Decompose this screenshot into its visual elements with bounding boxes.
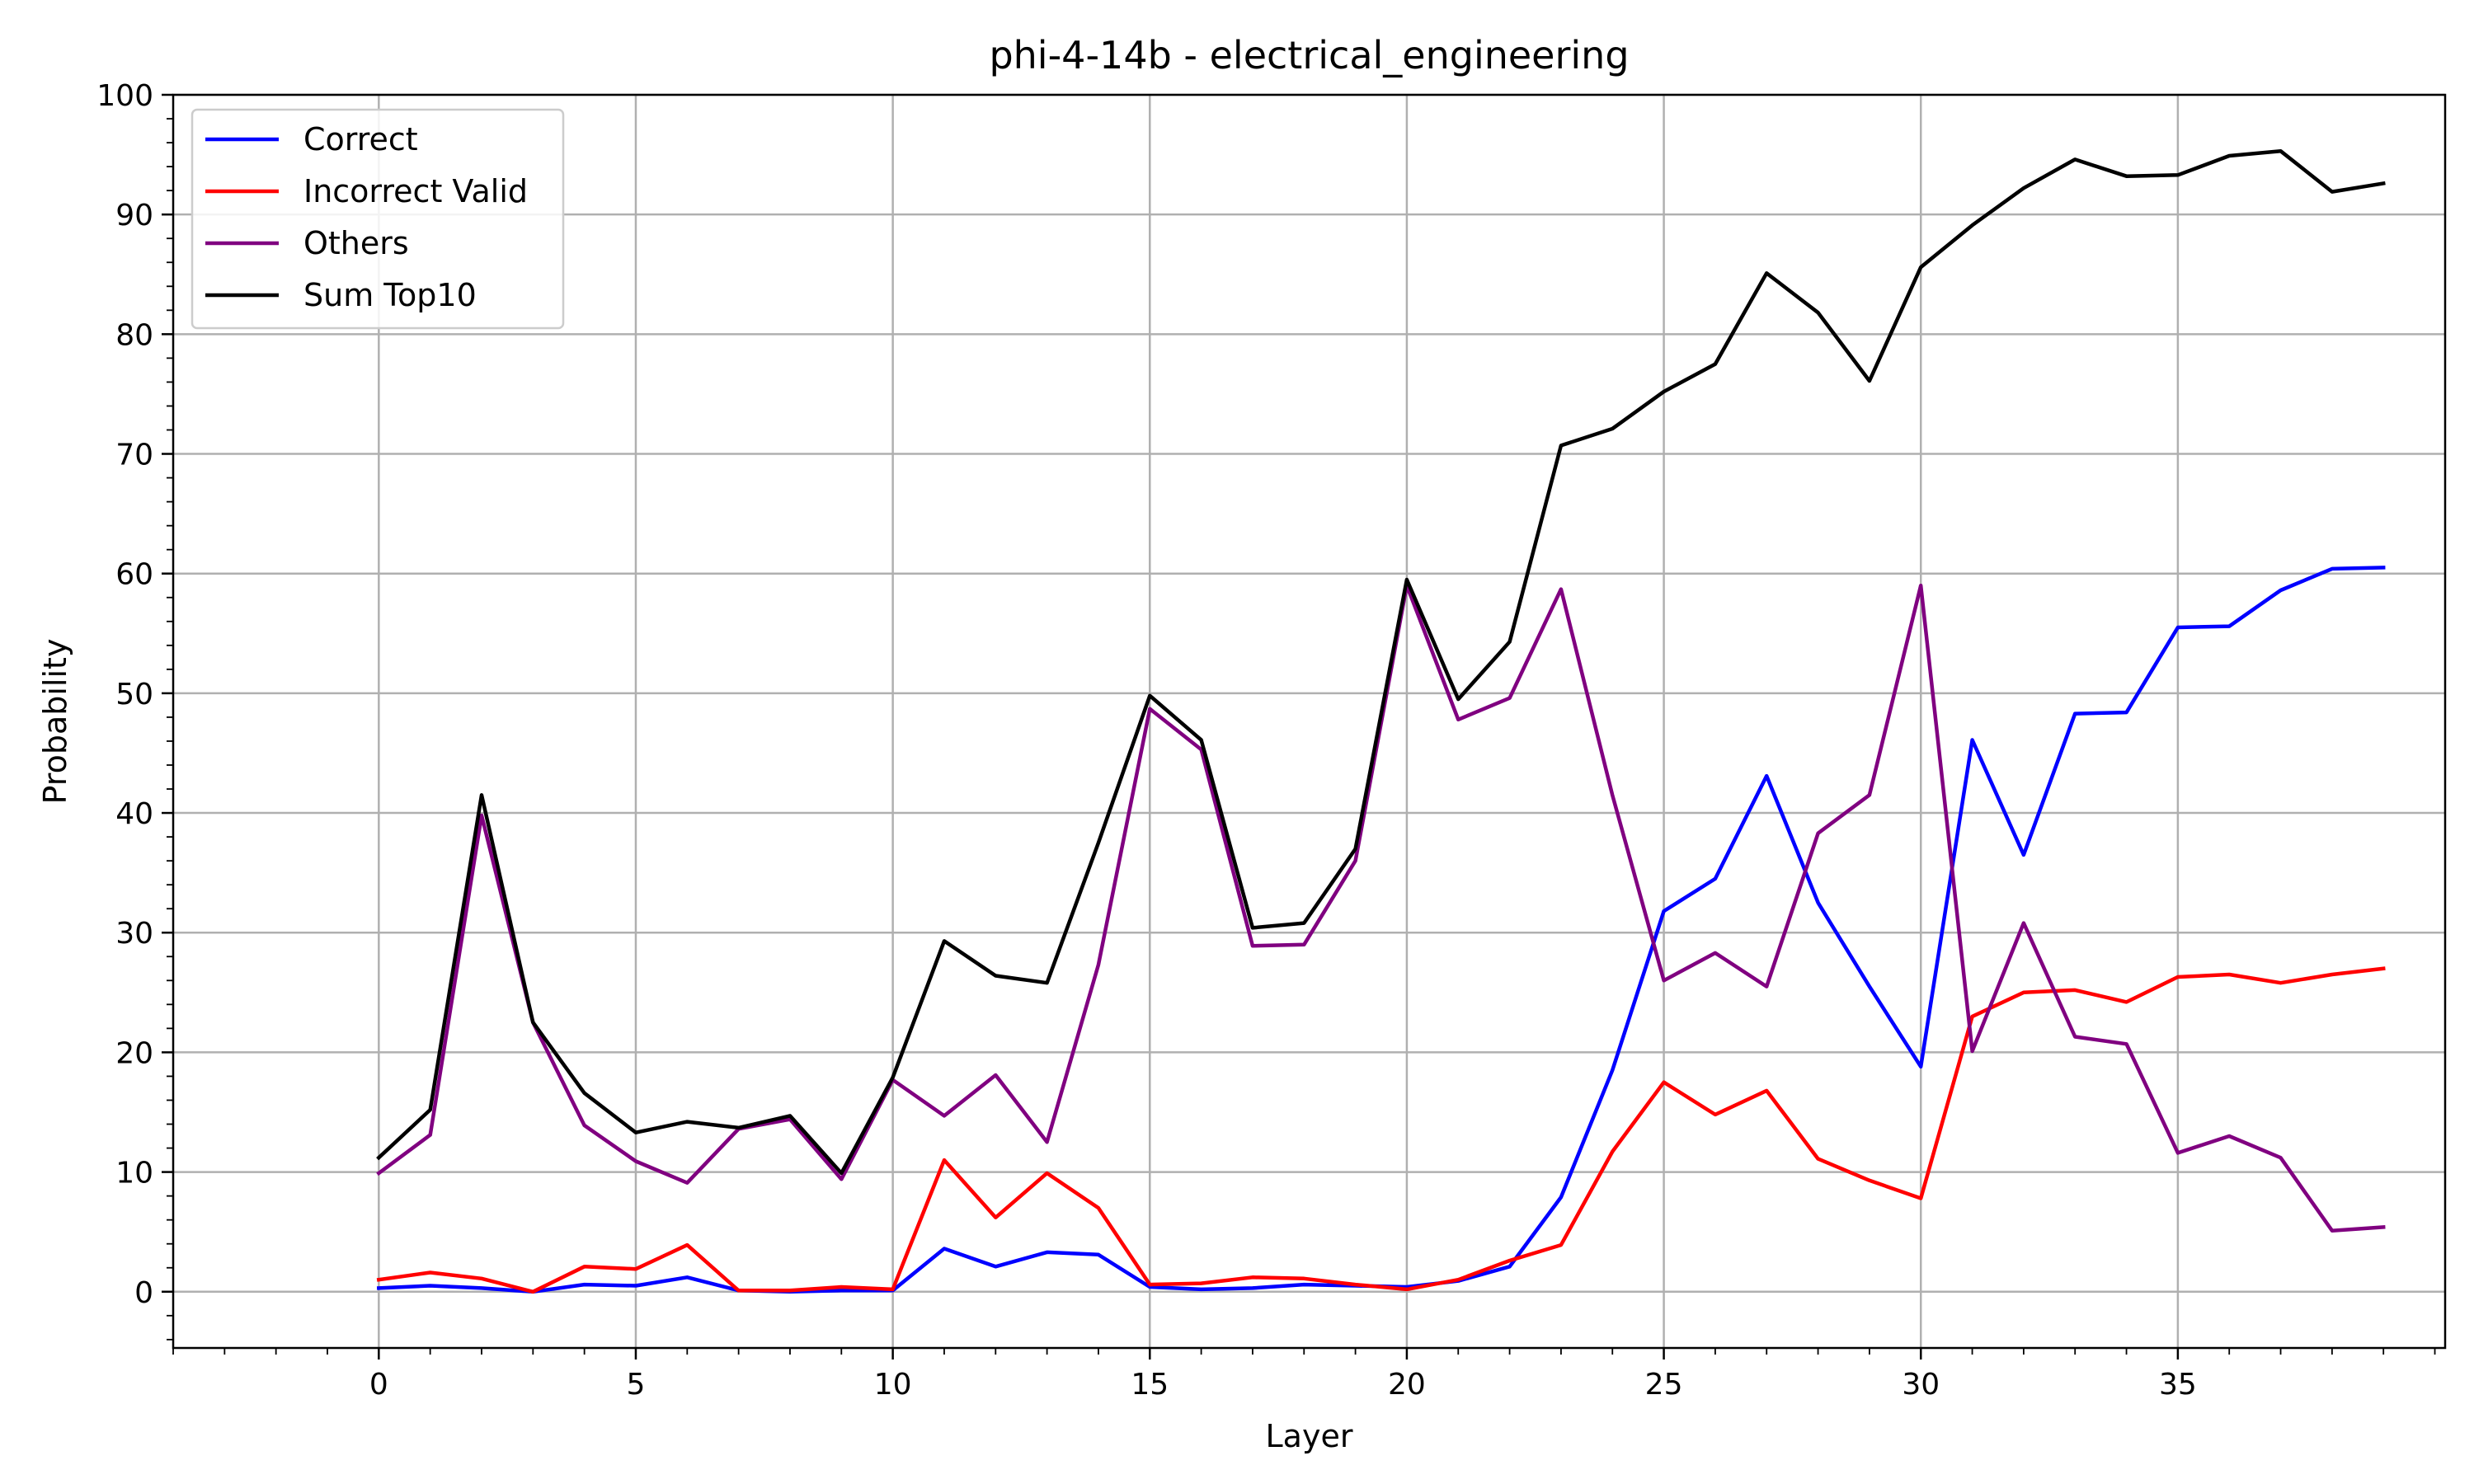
y-tick-label: 50	[115, 678, 153, 711]
y-axis-title: Probability	[37, 639, 73, 805]
legend-label: Others	[303, 225, 409, 261]
y-tick-label: 100	[96, 79, 153, 113]
legend-label: Correct	[303, 121, 418, 157]
series-line-sum-top10	[376, 148, 2386, 1176]
legend: Correct Incorrect Valid Others Sum Top10	[190, 108, 565, 330]
legend-label: Sum Top10	[303, 277, 477, 313]
axis-ticks: 0 5 10 15 20 25 30 35 0 10 20 30 40 50 60 70 80 90 100	[96, 79, 2436, 1402]
legend-label: Incorrect Valid	[303, 173, 528, 209]
y-tick-label: 10	[115, 1157, 153, 1190]
series-lines	[376, 148, 2386, 1294]
series-line-incorrect-valid	[376, 966, 2386, 1294]
y-tick-label: 30	[115, 917, 153, 951]
x-axis-title: Layer	[1266, 1418, 1353, 1454]
chart-title: phi-4-14b - electrical_engineering	[989, 33, 1629, 77]
y-tick-label: 40	[115, 797, 153, 831]
x-tick-label: 15	[1131, 1368, 1169, 1402]
x-tick-label: 25	[1645, 1368, 1683, 1402]
x-tick-label: 5	[627, 1368, 646, 1402]
y-tick-label: 70	[115, 439, 153, 472]
legend-box	[190, 108, 565, 330]
x-tick-label: 10	[874, 1368, 912, 1402]
y-tick-label: 80	[115, 318, 153, 352]
x-tick-label: 35	[2159, 1368, 2197, 1402]
x-tick-label: 30	[1902, 1368, 1940, 1402]
x-tick-label: 0	[369, 1368, 388, 1402]
plot-frame	[172, 93, 2447, 1350]
y-tick-label: 90	[115, 199, 153, 232]
y-tick-label: 60	[115, 558, 153, 592]
x-tick-label: 20	[1388, 1368, 1426, 1402]
y-tick-label: 20	[115, 1036, 153, 1070]
y-tick-label: 0	[134, 1276, 153, 1310]
